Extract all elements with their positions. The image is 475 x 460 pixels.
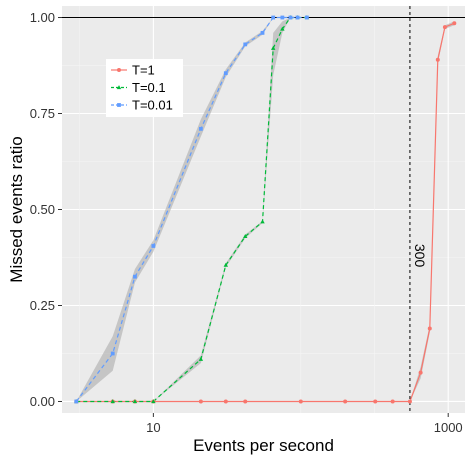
data-point [198, 399, 203, 404]
legend-label-0: T=1 [132, 63, 155, 78]
y-tick-label: 0.75 [30, 106, 55, 121]
data-point [427, 326, 432, 331]
data-point [198, 356, 204, 361]
confidence-bands [76, 17, 455, 402]
data-point [223, 399, 228, 404]
y-tick-label: 0.50 [30, 202, 55, 217]
series-markers [74, 15, 457, 404]
data-point [133, 274, 137, 279]
x-axis-title: Events per second [193, 436, 334, 455]
data-point [110, 351, 115, 356]
data-point [304, 15, 309, 20]
data-point [260, 30, 265, 35]
data-point [223, 262, 229, 267]
x-tick-label: 10 [146, 420, 160, 435]
data-point [243, 399, 248, 404]
data-point [243, 42, 248, 47]
reference-line-label: 300 [412, 244, 428, 268]
legend-key-marker-2 [117, 103, 121, 107]
data-point [151, 244, 156, 248]
reference-lines: 300 [62, 6, 465, 413]
data-point [452, 21, 457, 26]
data-point [110, 399, 115, 404]
data-point [260, 219, 265, 224]
x-tick-label: 1000 [434, 420, 463, 435]
legend-label-2: T=0.01 [132, 98, 173, 113]
data-point [271, 45, 276, 50]
data-point [271, 15, 276, 20]
data-point [407, 399, 412, 404]
data-point [74, 399, 79, 404]
legend-label-1: T=0.1 [132, 80, 166, 95]
data-point [295, 15, 300, 20]
axes: 0.00 0.25 0.50 0.75 1.00 10 1000 Events per sec… [7, 10, 463, 455]
data-point [343, 399, 348, 404]
data-point [435, 57, 440, 62]
y-tick-label: 1.00 [30, 10, 55, 25]
data-point [418, 370, 423, 375]
data-point [243, 233, 248, 238]
y-tick-label: 0.25 [30, 298, 55, 313]
legend-key-marker-0 [117, 68, 121, 72]
y-axis-title: Missed events ratio [7, 136, 26, 282]
legend-key-marker-1 [116, 85, 122, 90]
data-point [298, 399, 303, 404]
data-point [151, 399, 156, 404]
confidence-band-1 [153, 17, 291, 402]
data-point [198, 126, 203, 131]
data-point [223, 71, 228, 76]
data-point [390, 399, 395, 404]
data-point [288, 15, 293, 20]
data-point [280, 26, 285, 31]
confidence-band-2 [76, 17, 274, 402]
legend: T=1 T=0.1 T=0.01 [106, 59, 183, 117]
data-point [280, 15, 285, 20]
data-point [132, 399, 138, 404]
data-point [442, 25, 447, 30]
data-point [373, 399, 378, 404]
y-tick-label: 0.00 [30, 394, 55, 409]
